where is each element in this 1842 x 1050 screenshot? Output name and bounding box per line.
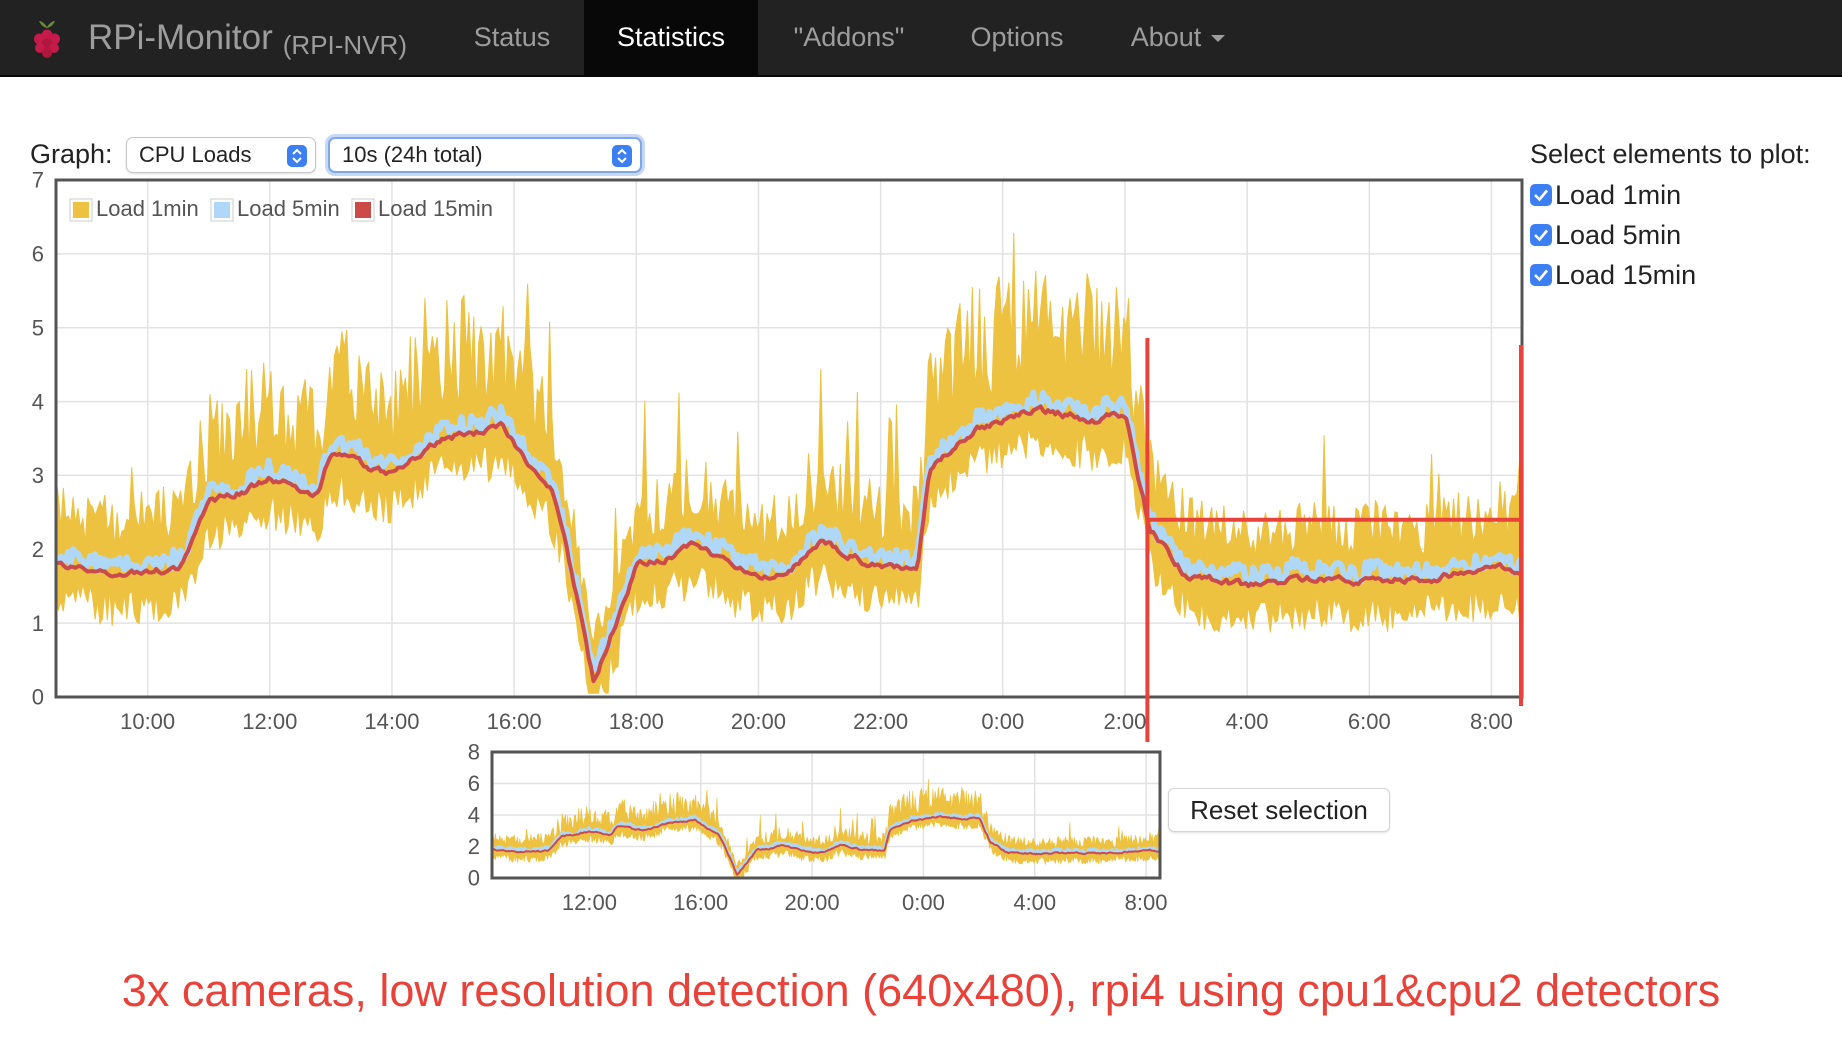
annotation-caption: 3x cameras, low resolution detection (64… [121, 965, 1721, 1016]
range-select[interactable]: 10s (24h total) [328, 137, 642, 173]
plot-option-label: Load 1min [1555, 179, 1682, 210]
legend-label: Load 1min [96, 196, 199, 221]
x-tick-label: 6:00 [1348, 709, 1391, 734]
plot-frame [490, 750, 1162, 880]
y-tick-label: 0 [32, 685, 44, 710]
selection-annotations [1145, 338, 1523, 742]
nav-addons-label: "Addons" [793, 22, 905, 52]
graph-select[interactable]: CPU Loads [126, 137, 316, 173]
nav-addons[interactable]: "Addons" [767, 0, 931, 75]
graph-select-value: CPU Loads [139, 142, 252, 167]
checkbox-checked-icon[interactable] [1530, 184, 1552, 206]
y-tick-label: 5 [32, 315, 44, 340]
plot-option-load15[interactable]: Load 15min [1530, 258, 1696, 292]
x-tick-label: 10:00 [120, 709, 175, 734]
plot-elements-title: Select elements to plot: [1530, 139, 1811, 169]
nav-options[interactable]: Options [940, 0, 1094, 75]
series-load-15min [55, 404, 1524, 684]
select-arrows-icon [612, 145, 632, 167]
raspberry-pi-logo-icon [34, 20, 60, 58]
checkbox-checked-icon[interactable] [1530, 224, 1552, 246]
y-tick-label: 7 [32, 168, 44, 193]
y-tick-label: 8 [468, 740, 480, 765]
plot-option-load1[interactable]: Load 1min [1530, 178, 1681, 212]
y-tick-label: 1 [32, 611, 44, 636]
chart-legend: Load 1min Load 5min Load 15min [69, 196, 493, 222]
series-load-5min [53, 389, 1524, 672]
y-tick-label: 2 [468, 834, 480, 859]
x-tick-label: 8:00 [1470, 709, 1513, 734]
series-load-15min [491, 815, 1161, 876]
y-tick-label: 0 [468, 866, 480, 891]
y-tick-label: 4 [468, 803, 480, 828]
x-tick-label: 12:00 [242, 709, 297, 734]
brand-host: (RPI-NVR) [282, 30, 407, 60]
checkbox-checked-icon[interactable] [1530, 264, 1552, 286]
y-tick-label: 6 [32, 242, 44, 267]
x-tick-label: 22:00 [853, 709, 908, 734]
x-tick-label: 20:00 [731, 709, 786, 734]
x-tick-label: 20:00 [785, 890, 840, 915]
x-tick-label: 0:00 [902, 890, 945, 915]
legend-swatch-1 [73, 202, 89, 218]
nav-status-label: Status [473, 22, 551, 52]
legend-label: Load 15min [378, 196, 493, 221]
brand-name: RPi-Monitor [88, 17, 273, 57]
nav-statistics[interactable]: Statistics [584, 0, 758, 75]
main-chart: 0 1 2 3 4 5 6 7 10:00 12:00 14:00 16:00 18:00 20:00 22… [32, 168, 1524, 734]
top-navbar: RPi-Monitor (RPI-NVR) Status Statistics … [0, 0, 1842, 77]
nav-status[interactable]: Status [447, 0, 577, 75]
range-select-value: 10s (24h total) [342, 142, 483, 167]
x-tick-label: 16:00 [487, 709, 542, 734]
x-tick-label: 12:00 [562, 890, 617, 915]
x-tick-label: 16:00 [673, 890, 728, 915]
y-tick-label: 2 [32, 537, 44, 562]
overview-chart: 0 2 4 6 8 12:00 16:00 20:00 0:00 4:00 8:00 [468, 740, 1168, 915]
series-load-1min [55, 232, 1523, 694]
plot-option-label: Load 5min [1555, 219, 1682, 250]
x-tick-label: 8:00 [1125, 890, 1168, 915]
y-tick-label: 6 [468, 771, 480, 796]
plot-option-load5[interactable]: Load 5min [1530, 218, 1681, 252]
x-tick-label: 18:00 [609, 709, 664, 734]
legend-swatch-3 [355, 202, 371, 218]
nav-about[interactable]: About [1106, 0, 1250, 75]
x-tick-label: 2:00 [1104, 709, 1147, 734]
nav-about-label: About [1130, 22, 1202, 52]
select-arrows-icon [287, 145, 307, 167]
nav-statistics-label: Statistics [616, 22, 726, 52]
brand[interactable]: RPi-Monitor (RPI-NVR) [28, 0, 407, 75]
plot-option-label: Load 15min [1555, 259, 1697, 290]
y-tick-label: 3 [32, 463, 44, 488]
reset-selection-button[interactable]: Reset selection [1168, 788, 1390, 832]
series-load-1min [491, 779, 1161, 878]
x-tick-label: 0:00 [981, 709, 1024, 734]
x-tick-label: 4:00 [1226, 709, 1269, 734]
y-tick-label: 4 [32, 389, 44, 414]
chevron-down-icon [1211, 35, 1226, 42]
legend-swatch-2 [214, 202, 230, 218]
legend-label: Load 5min [237, 196, 340, 221]
nav-options-label: Options [970, 22, 1064, 52]
x-tick-label: 4:00 [1013, 890, 1056, 915]
graph-label: Graph: [30, 139, 113, 169]
x-tick-label: 14:00 [364, 709, 419, 734]
